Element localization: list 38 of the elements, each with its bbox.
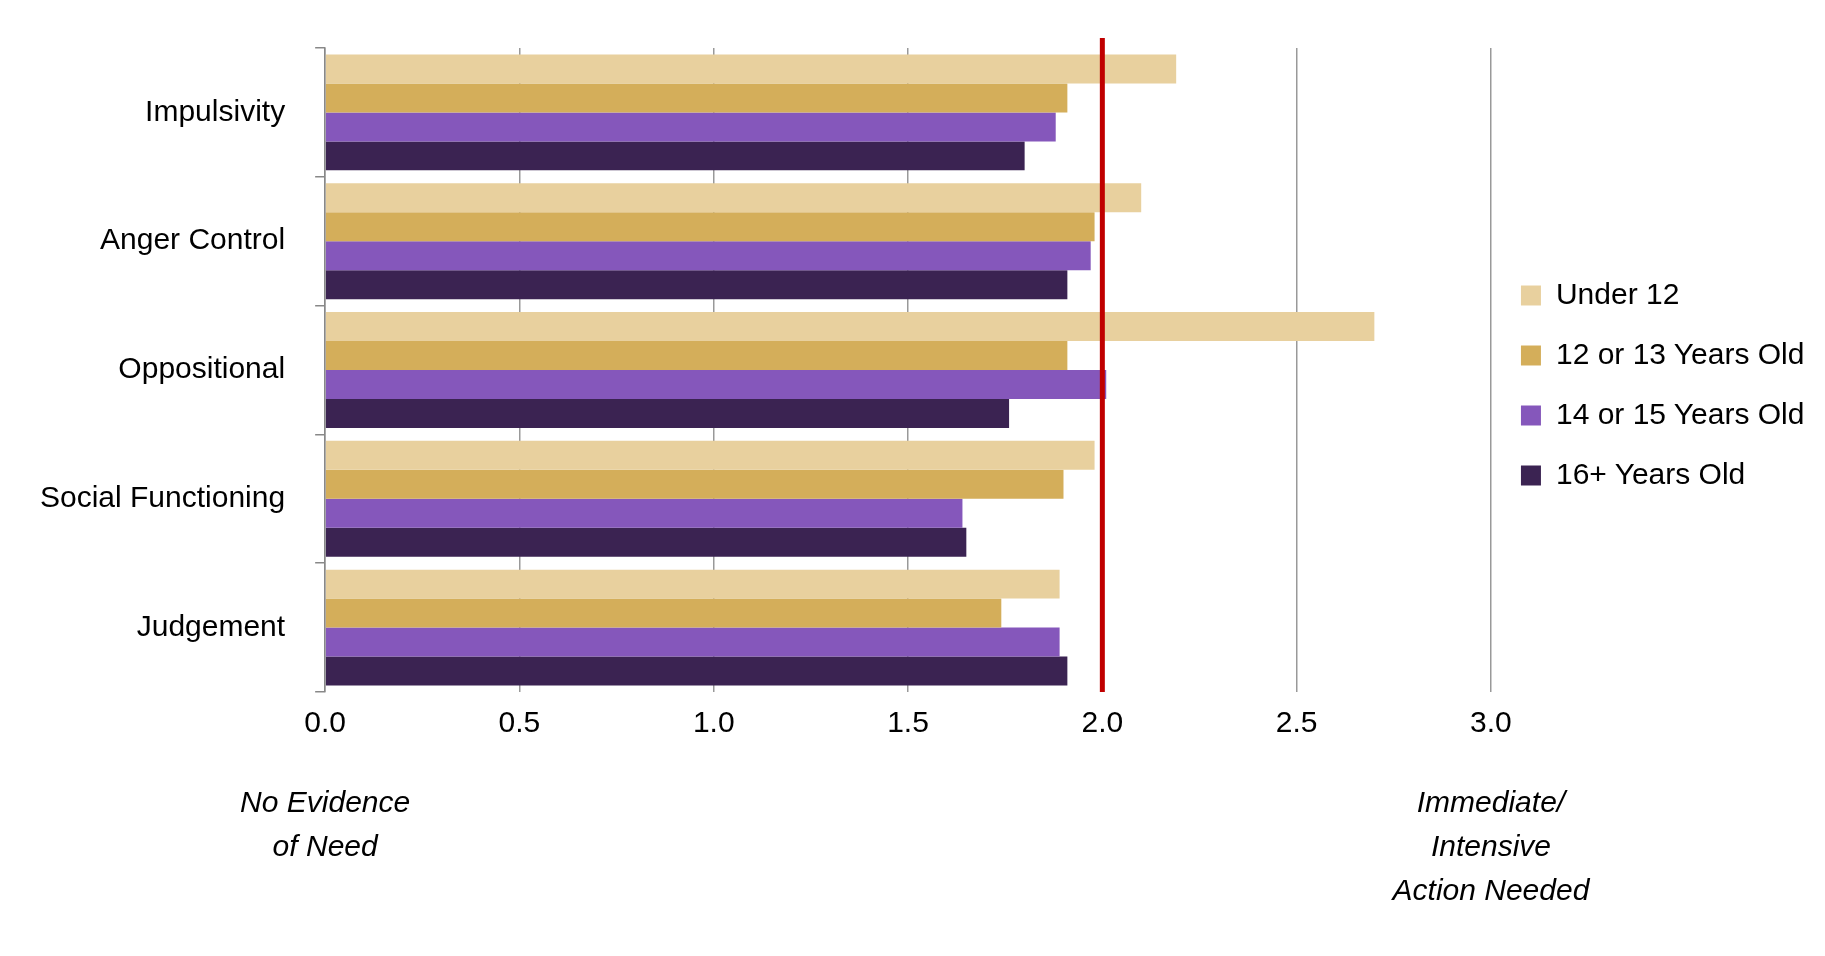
bar <box>325 469 1064 499</box>
text: Immediate/ Intensive Action Needed <box>1390 785 1591 906</box>
bar <box>325 54 1177 84</box>
text: No Evidence of Need <box>240 785 411 862</box>
bar <box>325 241 1091 271</box>
bar <box>325 212 1095 242</box>
bar <box>325 312 1375 342</box>
bar <box>325 598 1002 628</box>
bar <box>325 498 963 528</box>
bar <box>325 569 1060 599</box>
legend-label: 14 or 15 Years Old <box>1555 396 1805 430</box>
bar <box>325 627 1060 657</box>
bar <box>325 440 1095 470</box>
x-tick-label: 3.0 <box>1470 705 1512 739</box>
x-tick-label: 0.0 <box>304 705 346 739</box>
bar <box>325 141 1025 171</box>
bar <box>325 370 1107 399</box>
y-tick-label: Judgement <box>136 608 286 642</box>
bar <box>325 183 1142 213</box>
bar <box>325 398 1010 428</box>
bar <box>325 83 1068 113</box>
x-tick-label: 2.5 <box>1275 705 1318 739</box>
bar <box>325 341 1068 370</box>
legend-label: Under 12 <box>1555 276 1680 310</box>
x-tick-label: 1.5 <box>887 705 929 739</box>
y-tick-label: Oppositional <box>118 351 286 385</box>
bar <box>325 270 1068 300</box>
y-tick-label: Anger Control <box>100 222 286 256</box>
bar <box>325 656 1068 686</box>
y-tick-label: Social Functioning <box>39 480 286 514</box>
legend-label: 16+ Years Old <box>1555 456 1746 490</box>
x-tick-label: 0.5 <box>498 705 541 739</box>
x-tick-label: 2.0 <box>1081 705 1124 739</box>
x-tick-label: 1.0 <box>692 705 735 739</box>
bar <box>325 527 967 557</box>
y-tick-label: Impulsivity <box>145 93 286 127</box>
legend-label: 12 or 13 Years Old <box>1555 336 1805 370</box>
bar <box>325 112 1056 142</box>
